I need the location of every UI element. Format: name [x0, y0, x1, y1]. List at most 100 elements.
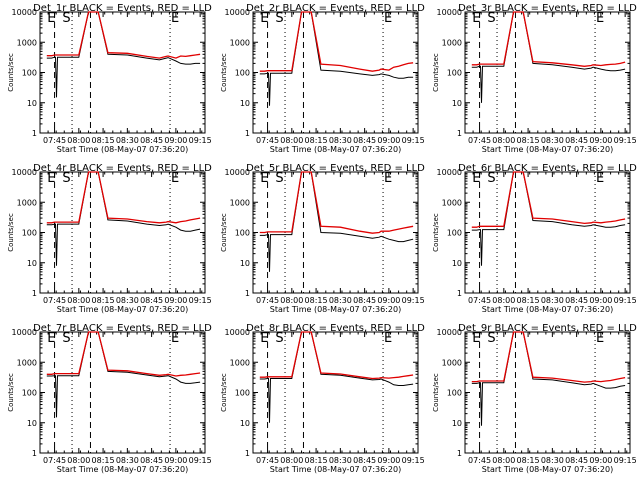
y-tick-label: 10 — [452, 419, 462, 428]
y-tick-label: 10000 — [437, 168, 462, 177]
x-tick-label: 09:15 — [402, 136, 425, 145]
x-tick-label: 07:45 — [43, 456, 66, 465]
y-axis-label: Counts/sec — [7, 213, 15, 252]
x-tick-label: 08:45 — [353, 456, 376, 465]
x-axis-label: Start Time (08-May-07 07:36:20) — [482, 145, 613, 154]
series-lld-line — [471, 11, 626, 67]
x-tick-label: 09:00 — [589, 296, 612, 305]
y-tick-label: 1 — [32, 289, 37, 298]
plot-frame — [464, 11, 631, 134]
series-events-line — [46, 11, 201, 98]
marker-label: E — [260, 11, 268, 26]
y-tick-label: 100 — [235, 229, 250, 238]
y-axis-label: Counts/sec — [432, 53, 440, 92]
series-lld-line — [259, 331, 414, 380]
y-tick-label: 1 — [32, 449, 37, 458]
y-tick-label: 100 — [447, 69, 462, 78]
y-tick-label: 10 — [27, 259, 37, 268]
y-tick-label: 10000 — [437, 8, 462, 17]
series-lld-line — [46, 11, 201, 59]
marker-label: E — [384, 171, 392, 186]
x-tick-label: 08:15 — [92, 456, 115, 465]
y-tick-label: 1000 — [230, 38, 250, 47]
marker-label: E — [171, 171, 179, 186]
x-tick-label: 08:30 — [116, 456, 139, 465]
x-tick-label: 09:15 — [189, 456, 212, 465]
marker-label: E — [472, 11, 480, 26]
y-axis-label: Counts/sec — [432, 213, 440, 252]
x-tick-label: 08:30 — [116, 136, 139, 145]
x-tick-label: 08:15 — [305, 456, 328, 465]
x-tick-label: 08:30 — [541, 296, 564, 305]
series-lld-line — [46, 331, 201, 377]
x-tick-label: 08:15 — [517, 456, 540, 465]
x-axis-label: Start Time (08-May-07 07:36:20) — [57, 465, 188, 474]
series-events-line — [471, 11, 626, 103]
panel-title: Det_1r BLACK = Events, RED = LLD — [33, 3, 212, 14]
y-tick-label: 100 — [447, 389, 462, 398]
panel-3: Det_3r BLACK = Events, RED = LLD 1 10 100 10… — [432, 3, 637, 154]
y-tick-label: 1000 — [17, 358, 37, 367]
y-tick-label: 10 — [452, 259, 462, 268]
y-axis-label: Counts/sec — [220, 53, 228, 92]
x-tick-label: 09:15 — [189, 136, 212, 145]
y-tick-label: 1000 — [442, 358, 462, 367]
y-tick-label: 1 — [245, 289, 250, 298]
plot-frame — [464, 331, 631, 454]
x-axis-label: Start Time (08-May-07 07:36:20) — [482, 305, 613, 314]
x-tick-label: 09:15 — [402, 296, 425, 305]
x-tick-label: 09:00 — [377, 456, 400, 465]
series-events-line — [259, 11, 414, 106]
x-tick-label: 09:15 — [402, 456, 425, 465]
x-tick-label: 08:15 — [92, 296, 115, 305]
y-tick-label: 10 — [240, 99, 250, 108]
panel-9: Det_9r BLACK = Events, RED = LLD 1 10 100 10… — [432, 323, 637, 474]
x-tick-label: 08:45 — [565, 296, 588, 305]
y-tick-label: 10000 — [437, 328, 462, 337]
x-tick-label: 07:45 — [468, 456, 491, 465]
panel-4: Det_4r BLACK = Events, RED = LLD 1 10 100 10… — [7, 163, 212, 314]
x-tick-label: 08:00 — [492, 296, 515, 305]
y-tick-label: 1 — [32, 129, 37, 138]
y-tick-label: 1000 — [230, 358, 250, 367]
series-lld-line — [46, 171, 201, 224]
y-tick-label: 1000 — [17, 38, 37, 47]
x-tick-label: 09:00 — [589, 456, 612, 465]
marker-label: E — [596, 11, 604, 26]
marker-label: E — [47, 331, 55, 346]
x-tick-label: 09:00 — [377, 136, 400, 145]
y-axis-label: Counts/sec — [7, 373, 15, 412]
y-tick-label: 1 — [245, 449, 250, 458]
marker-label: S — [487, 11, 495, 26]
series-lld-line — [471, 331, 626, 383]
y-tick-label: 10 — [240, 259, 250, 268]
x-tick-label: 08:00 — [67, 136, 90, 145]
series-events-line — [471, 331, 626, 426]
x-tick-label: 08:45 — [353, 136, 376, 145]
y-tick-label: 10000 — [12, 328, 37, 337]
x-tick-label: 09:15 — [614, 136, 637, 145]
marker-label: S — [487, 331, 495, 346]
y-tick-label: 1 — [457, 129, 462, 138]
x-tick-label: 08:30 — [541, 456, 564, 465]
y-tick-label: 1 — [245, 129, 250, 138]
x-tick-label: 08:30 — [329, 456, 352, 465]
panel-title: Det_4r BLACK = Events, RED = LLD — [33, 163, 212, 174]
x-tick-label: 08:00 — [280, 456, 303, 465]
x-tick-label: 09:15 — [614, 456, 637, 465]
y-tick-label: 100 — [235, 69, 250, 78]
plot-frame — [39, 331, 206, 454]
x-tick-label: 07:45 — [468, 296, 491, 305]
x-tick-label: 08:45 — [140, 296, 163, 305]
panel-7: Det_7r BLACK = Events, RED = LLD 1 10 100 10… — [7, 323, 212, 474]
y-axis-label: Counts/sec — [220, 213, 228, 252]
x-tick-label: 07:45 — [43, 136, 66, 145]
series-events-line — [471, 171, 626, 266]
plot-frame — [252, 11, 419, 134]
x-tick-label: 08:45 — [565, 136, 588, 145]
y-tick-label: 1000 — [17, 198, 37, 207]
x-tick-label: 08:30 — [329, 296, 352, 305]
y-tick-label: 1000 — [442, 38, 462, 47]
x-tick-label: 08:00 — [280, 296, 303, 305]
marker-label: S — [62, 171, 70, 186]
